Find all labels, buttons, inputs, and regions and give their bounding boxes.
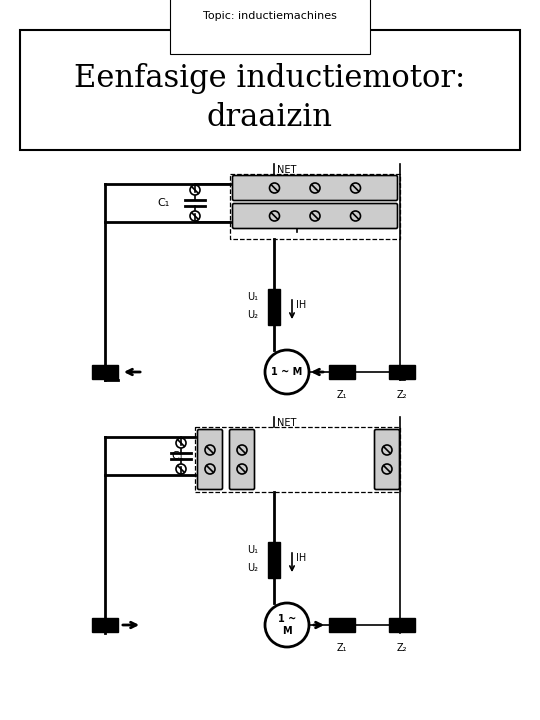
Bar [329,618,355,632]
Bar [92,365,118,379]
Text: Z₁: Z₁ [337,390,347,400]
Text: 1 ~
M: 1 ~ M [278,614,296,636]
Bar [389,365,415,379]
Text: Z₁: Z₁ [337,643,347,653]
Circle shape [265,350,309,394]
Bar [230,174,400,239]
Text: U₁: U₁ [247,545,258,555]
Bar [329,365,355,379]
Text: Z₂: Z₂ [397,390,407,400]
Text: U₁: U₁ [247,292,258,302]
Text: Z₂: Z₂ [397,643,407,653]
Bar [389,618,415,632]
Text: NET: NET [278,418,296,428]
Text: IH: IH [296,553,306,563]
FancyBboxPatch shape [230,430,254,490]
Text: Topic: inductiemachines: Topic: inductiemachines [203,11,337,21]
Text: C₁: C₁ [171,451,183,461]
Bar [268,542,280,578]
Text: draaizin: draaizin [207,102,333,133]
Text: IH: IH [296,300,306,310]
Text: C₁: C₁ [157,198,169,208]
Bar [195,427,400,492]
Text: NET: NET [278,165,296,175]
Text: 1 ~ M: 1 ~ M [272,367,302,377]
Text: U₂: U₂ [247,310,258,320]
FancyBboxPatch shape [375,430,400,490]
FancyBboxPatch shape [198,430,222,490]
FancyBboxPatch shape [233,204,397,228]
Bar [92,618,118,632]
Bar [268,289,280,325]
Circle shape [265,603,309,647]
Text: Eenfasige inductiemotor:: Eenfasige inductiemotor: [75,63,465,94]
FancyBboxPatch shape [233,176,397,200]
FancyBboxPatch shape [20,30,520,150]
Text: U₂: U₂ [247,563,258,573]
